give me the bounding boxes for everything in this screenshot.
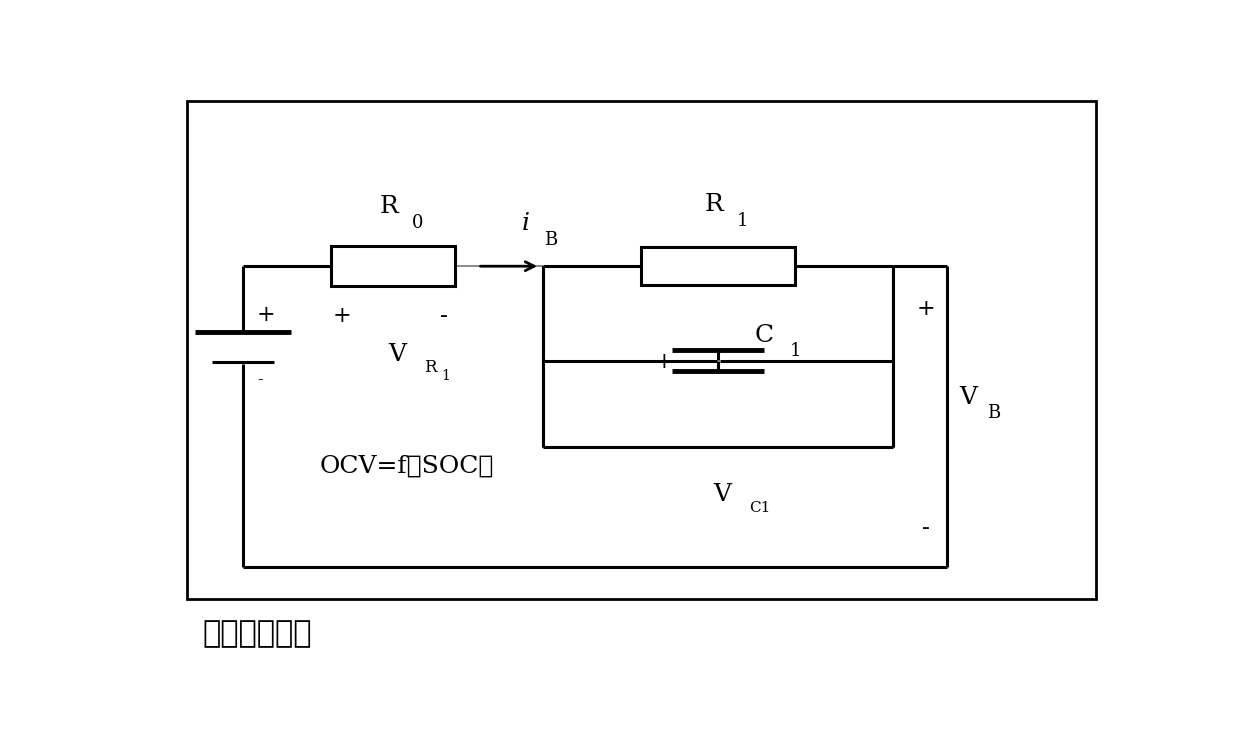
Text: V: V [713,483,732,506]
Text: +: + [916,297,935,320]
Text: R: R [424,360,436,376]
Text: i: i [522,213,531,235]
Text: 0: 0 [412,214,423,232]
Text: -: - [257,371,263,388]
Text: 虚拟电池模型: 虚拟电池模型 [203,619,312,648]
Text: R: R [706,193,724,216]
Text: V: V [959,386,977,409]
Text: OCV=f（SOC）: OCV=f（SOC） [320,455,495,478]
Text: B: B [544,231,558,249]
Text: R: R [379,195,398,219]
Text: C1: C1 [749,501,770,515]
Text: C: C [755,324,774,348]
Text: -: - [440,305,448,328]
Bar [641,247,795,285]
Bar [331,246,455,286]
Text: V: V [388,343,405,366]
Text: +: + [655,351,673,373]
Bar [187,101,1096,599]
Text: -: - [921,517,930,539]
Text: +: + [332,306,351,327]
Text: 1: 1 [737,212,749,230]
Text: 1: 1 [790,342,801,360]
Text: 1: 1 [441,369,450,383]
Text: B: B [987,404,1001,422]
Text: +: + [257,304,275,326]
Text: -: - [766,351,775,374]
